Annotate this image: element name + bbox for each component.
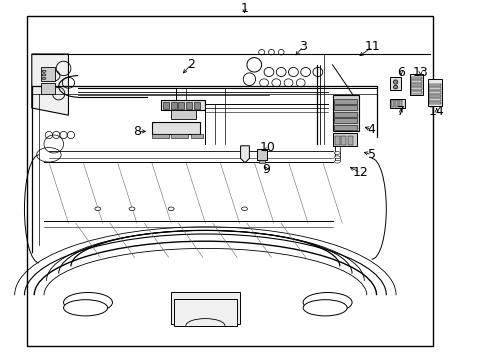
Text: 3: 3	[299, 40, 306, 53]
Bar	[256, 149, 267, 160]
Bar	[428, 98, 440, 101]
Bar	[171, 110, 195, 119]
Bar	[186, 102, 192, 109]
Bar	[333, 112, 356, 117]
Bar	[170, 102, 176, 109]
Ellipse shape	[334, 156, 340, 159]
Bar	[171, 134, 188, 138]
Ellipse shape	[303, 300, 346, 316]
Bar	[161, 100, 205, 110]
Ellipse shape	[129, 207, 135, 211]
Bar	[428, 95, 440, 97]
Bar	[151, 134, 168, 138]
Ellipse shape	[334, 160, 340, 163]
Ellipse shape	[241, 207, 247, 211]
Ellipse shape	[393, 85, 397, 89]
Bar	[347, 136, 352, 145]
Ellipse shape	[95, 207, 101, 211]
Bar	[259, 160, 264, 163]
Text: 13: 13	[412, 66, 427, 78]
Text: 4: 4	[367, 123, 375, 136]
Bar	[428, 102, 440, 104]
Text: 5: 5	[367, 148, 375, 161]
Ellipse shape	[63, 292, 112, 312]
Bar	[398, 100, 401, 107]
Bar	[332, 95, 359, 131]
Bar	[333, 133, 356, 146]
Bar	[428, 91, 440, 94]
Ellipse shape	[334, 152, 340, 154]
Bar	[333, 99, 356, 104]
Bar	[410, 91, 422, 94]
Text: 7: 7	[396, 105, 404, 118]
Bar	[410, 77, 422, 79]
Bar	[41, 67, 55, 81]
Bar	[410, 84, 422, 86]
Text: 11: 11	[364, 40, 380, 53]
Ellipse shape	[168, 207, 174, 211]
Bar	[194, 102, 200, 109]
Bar	[409, 74, 423, 95]
Bar	[333, 125, 356, 130]
Bar	[333, 118, 356, 123]
Text: 1: 1	[240, 3, 248, 15]
Text: 8: 8	[133, 125, 141, 138]
Text: 10: 10	[260, 141, 275, 154]
Text: 9: 9	[262, 163, 270, 176]
Bar	[190, 134, 203, 138]
Bar	[410, 80, 422, 83]
Bar	[151, 122, 200, 134]
Bar	[389, 99, 404, 108]
Bar	[341, 136, 346, 145]
Ellipse shape	[42, 70, 46, 72]
Bar	[410, 87, 422, 90]
Polygon shape	[240, 146, 249, 163]
Text: 6: 6	[396, 66, 404, 78]
Bar	[178, 102, 184, 109]
Text: 12: 12	[352, 166, 367, 179]
Polygon shape	[32, 54, 68, 115]
Bar	[171, 292, 239, 324]
Bar	[428, 87, 440, 90]
Bar	[427, 79, 441, 106]
Ellipse shape	[393, 80, 397, 84]
Bar	[394, 100, 397, 107]
Bar	[390, 100, 393, 107]
Bar	[333, 105, 356, 110]
Bar	[41, 83, 55, 94]
Bar	[163, 102, 168, 109]
Bar	[428, 84, 440, 86]
Ellipse shape	[63, 300, 107, 316]
Bar	[173, 299, 237, 326]
Ellipse shape	[42, 74, 46, 76]
Text: 14: 14	[428, 105, 444, 118]
Bar	[334, 136, 339, 145]
Ellipse shape	[42, 77, 46, 80]
Ellipse shape	[303, 292, 351, 312]
Text: 2: 2	[186, 58, 194, 71]
Bar	[27, 16, 432, 346]
Bar	[389, 77, 400, 90]
